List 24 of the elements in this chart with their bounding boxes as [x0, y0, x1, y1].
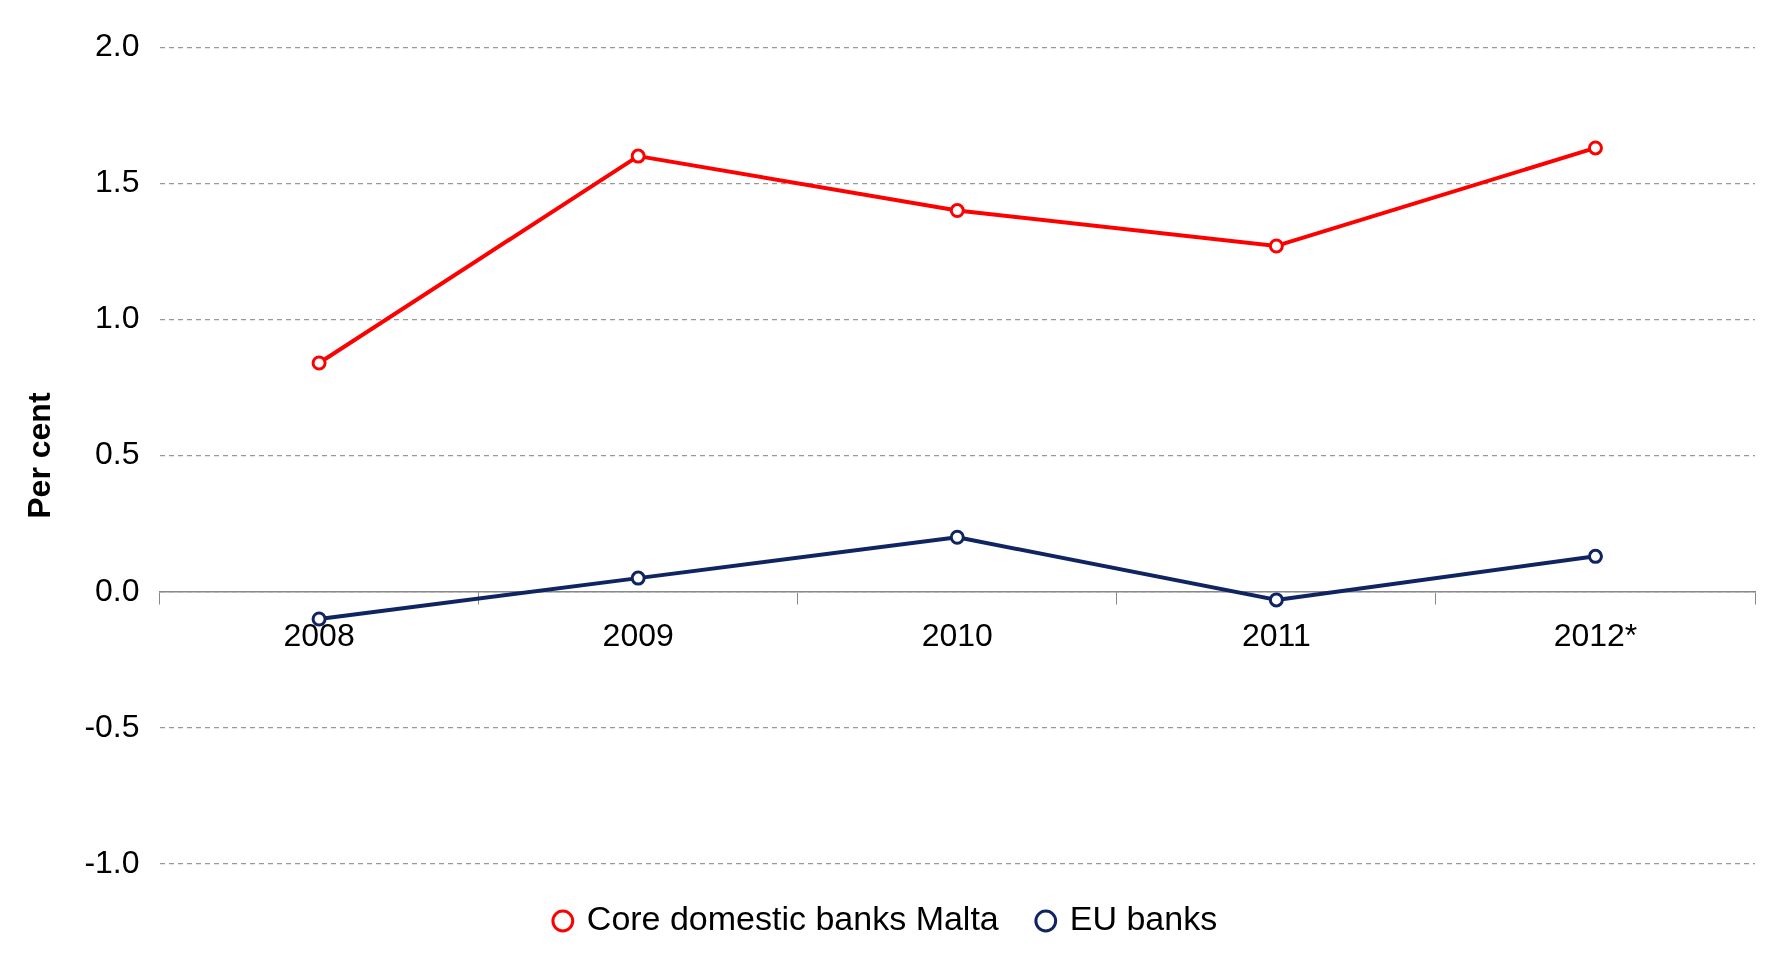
- point: [1587, 548, 1603, 564]
- point: [311, 355, 327, 371]
- y-axis-title: Per cent: [21, 392, 58, 519]
- point: [949, 529, 965, 545]
- x-tick-label: 2011: [1241, 616, 1311, 653]
- x-tick-label: 2012*: [1553, 616, 1638, 653]
- x-tick-label: 2008: [283, 616, 355, 653]
- point: [1268, 592, 1284, 608]
- y-tick-label: 0.5: [95, 435, 140, 472]
- point: [630, 148, 646, 164]
- point: [1587, 140, 1603, 156]
- point: [1268, 238, 1284, 254]
- y-tick-label: -0.5: [84, 707, 140, 744]
- legend-label: Core domestic banks Malta: [586, 899, 999, 938]
- y-tick-label: 1.5: [95, 163, 140, 200]
- y-tick-label: -1.0: [84, 843, 140, 880]
- y-tick-label: 0.0: [95, 571, 140, 608]
- y-tick-label: 1.0: [95, 299, 140, 336]
- x-tick-label: 2010: [921, 616, 993, 653]
- y-tick-label: 2.0: [95, 27, 140, 64]
- x-tick-label: 2009: [602, 616, 674, 653]
- legend-label: EU banks: [1069, 899, 1218, 938]
- point: [630, 570, 646, 586]
- point: [949, 203, 965, 219]
